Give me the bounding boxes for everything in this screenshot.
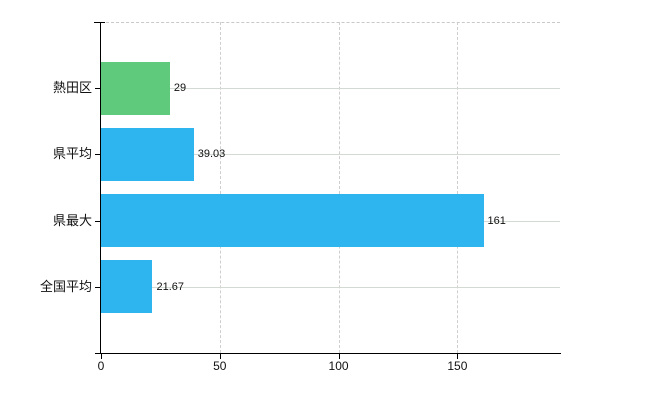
category-label: 県平均 [52,146,92,162]
category-label: 県最大 [52,212,92,228]
bar [101,127,194,181]
bar-value-label: 29 [173,82,187,95]
category-label: 熱田区 [52,80,92,96]
x-tick-label: 50 [213,359,227,373]
plot-top-dashed-border [101,22,560,23]
x-tick-label: 150 [447,359,468,373]
category-label: 全国平均 [39,278,92,294]
x-axis-tick [457,354,459,359]
x-gridline [219,22,221,353]
bar-value-label: 161 [487,214,506,227]
y-axis-tick [95,286,101,288]
bar-value-label: 21.67 [156,280,184,293]
y-axis-top-cap [94,22,105,23]
bar [101,61,170,115]
bar [101,260,153,314]
x-tick-label: 100 [328,359,349,373]
y-axis-line [100,22,101,354]
plot-area: 29 39.03 161 21.67 [101,22,560,353]
bar-value-label: 39.03 [197,148,226,161]
bar [101,194,484,248]
x-axis-line [95,353,561,354]
y-axis-tick [95,154,101,156]
x-gridline [457,22,459,353]
x-gridline [338,22,340,353]
row-gridline [101,88,560,90]
row-gridline [101,154,560,156]
y-axis-tick [95,220,101,222]
x-axis-tick [219,354,221,359]
x-axis-tick [338,354,340,359]
x-tick-label: 0 [97,359,105,373]
row-gridline [101,286,560,288]
x-axis-tick [101,354,102,359]
y-axis-tick [95,88,101,90]
